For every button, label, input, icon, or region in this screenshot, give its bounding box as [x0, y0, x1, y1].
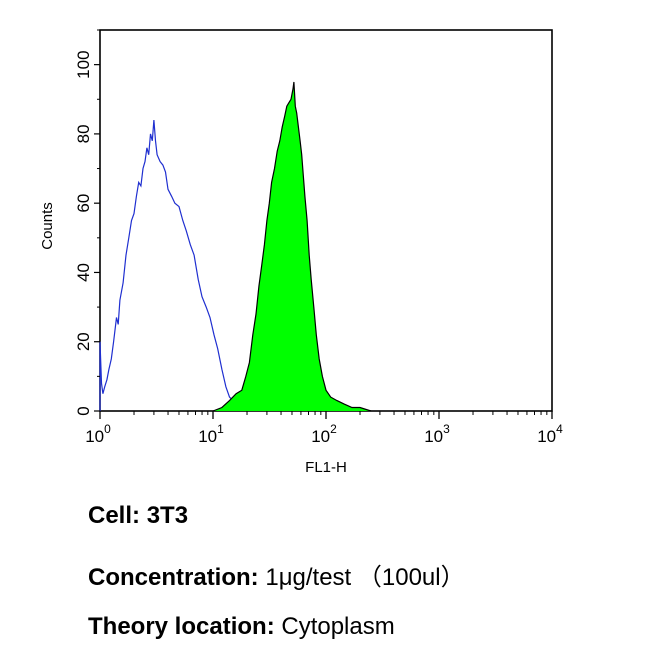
- caption-cell-label: Cell:: [88, 502, 141, 529]
- series-sample-line: [212, 81, 372, 412]
- series-control-line: [99, 120, 234, 411]
- caption-theory-value: Cytoplasm: [281, 613, 395, 640]
- y-axis-title: Counts: [39, 202, 56, 250]
- caption-cell: Cell: 3T3: [88, 502, 188, 530]
- x-tick-label: 102: [311, 422, 337, 446]
- y-tick-label: 0: [74, 406, 93, 415]
- caption-theory: Theory location: Cytoplasm: [88, 613, 395, 641]
- x-tick-label: 104: [537, 422, 563, 446]
- series-sample-area: [213, 82, 371, 411]
- y-tick-label: 40: [74, 263, 93, 282]
- caption-concentration: Concentration: 1μg/test （100ul）: [88, 557, 465, 592]
- y-tick-label: 80: [74, 124, 93, 143]
- y-tick-label: 100: [74, 50, 93, 78]
- caption-cell-value: 3T3: [146, 502, 189, 529]
- x-tick-label: 101: [198, 422, 224, 446]
- x-tick-label: 103: [424, 422, 450, 446]
- y-tick-label: 60: [74, 194, 93, 213]
- x-axis-title: FL1-H: [305, 459, 347, 476]
- caption-concentration-label: Concentration:: [88, 564, 259, 591]
- caption-theory-label: Theory location:: [88, 613, 275, 640]
- histogram-chart: 0 20 40 60 80 100 100 101 102 103 104 FL1-H Counts: [39, 29, 563, 476]
- caption-concentration-value: 1μg/test （100ul）: [265, 564, 465, 591]
- x-tick-label: 100: [85, 422, 111, 446]
- y-tick-label: 20: [74, 332, 93, 351]
- plot-border: [99, 29, 553, 412]
